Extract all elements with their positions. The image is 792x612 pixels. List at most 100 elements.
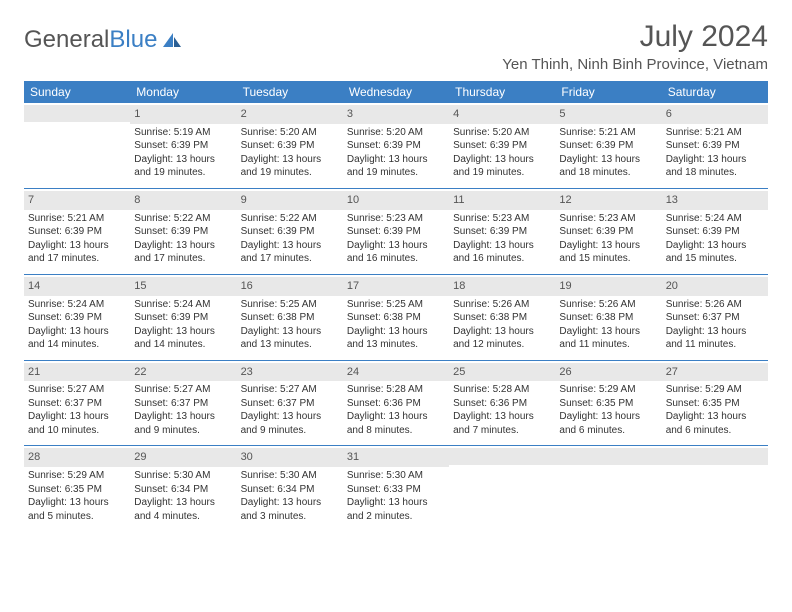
sunset-text: Sunset: 6:38 PM	[347, 311, 445, 325]
daylight-text: Daylight: 13 hours and 10 minutes.	[28, 410, 126, 437]
sunset-text: Sunset: 6:39 PM	[559, 139, 657, 153]
calendar-day-cell: 13 Sunrise: 5:24 AMSunset: 6:39 PMDayligh…	[662, 188, 768, 274]
day-info: Sunrise: 5:27 AMSunset: 6:37 PMDaylight:…	[28, 383, 126, 437]
calendar-week-row: 1Sunrise: 5:19 AMSunset: 6:39 PMDaylight…	[24, 103, 768, 188]
day-number	[662, 448, 768, 465]
daylight-text: Daylight: 13 hours and 2 minutes.	[347, 496, 445, 523]
daylight-text: Daylight: 13 hours and 17 minutes.	[28, 239, 126, 266]
day-info: Sunrise: 5:30 AMSunset: 6:33 PMDaylight:…	[347, 469, 445, 523]
sunset-text: Sunset: 6:39 PM	[559, 225, 657, 239]
day-number: 5	[555, 105, 661, 124]
day-number: 15	[130, 277, 236, 296]
calendar-day-cell: 20Sunrise: 5:26 AMSunset: 6:37 PMDayligh…	[662, 274, 768, 360]
sunset-text: Sunset: 6:39 PM	[666, 225, 764, 239]
calendar-day-cell: 10Sunrise: 5:23 AMSunset: 6:39 PMDayligh…	[343, 188, 449, 274]
day-info: Sunrise: 5:23 AMSunset: 6:39 PMDaylight:…	[347, 212, 445, 266]
calendar-day-cell: 29Sunrise: 5:30 AMSunset: 6:34 PMDayligh…	[130, 446, 236, 531]
title-block: July 2024 Yen Thinh, Ninh Binh Province,…	[502, 20, 768, 73]
daylight-text: Daylight: 13 hours and 14 minutes.	[134, 325, 232, 352]
sunset-text: Sunset: 6:39 PM	[453, 139, 551, 153]
daylight-text: Daylight: 13 hours and 7 minutes.	[453, 410, 551, 437]
day-number: 24	[343, 363, 449, 382]
sunrise-text: Sunrise: 5:24 AM	[134, 298, 232, 312]
day-info: Sunrise: 5:26 AMSunset: 6:38 PMDaylight:…	[453, 298, 551, 352]
day-number: 27	[662, 363, 768, 382]
location-text: Yen Thinh, Ninh Binh Province, Vietnam	[502, 56, 768, 73]
calendar-body: 1Sunrise: 5:19 AMSunset: 6:39 PMDaylight…	[24, 103, 768, 531]
daylight-text: Daylight: 13 hours and 6 minutes.	[666, 410, 764, 437]
day-info: Sunrise: 5:29 AMSunset: 6:35 PMDaylight:…	[666, 383, 764, 437]
day-info: Sunrise: 5:24 AMSunset: 6:39 PMDaylight:…	[666, 212, 764, 266]
sunset-text: Sunset: 6:34 PM	[241, 483, 339, 497]
sunrise-text: Sunrise: 5:20 AM	[347, 126, 445, 140]
sunrise-text: Sunrise: 5:25 AM	[347, 298, 445, 312]
sunset-text: Sunset: 6:36 PM	[347, 397, 445, 411]
calendar-day-cell: 30Sunrise: 5:30 AMSunset: 6:34 PMDayligh…	[237, 446, 343, 531]
day-info: Sunrise: 5:29 AMSunset: 6:35 PMDaylight:…	[28, 469, 126, 523]
calendar-day-cell: 8Sunrise: 5:22 AMSunset: 6:39 PMDaylight…	[130, 188, 236, 274]
day-header: Thursday	[449, 81, 555, 103]
day-info: Sunrise: 5:22 AMSunset: 6:39 PMDaylight:…	[241, 212, 339, 266]
calendar-day-cell: 21Sunrise: 5:27 AMSunset: 6:37 PMDayligh…	[24, 360, 130, 446]
day-info: Sunrise: 5:20 AMSunset: 6:39 PMDaylight:…	[453, 126, 551, 180]
sunset-text: Sunset: 6:39 PM	[134, 225, 232, 239]
sunset-text: Sunset: 6:35 PM	[559, 397, 657, 411]
day-number: 28	[24, 448, 130, 467]
day-number	[24, 105, 130, 122]
daylight-text: Daylight: 13 hours and 3 minutes.	[241, 496, 339, 523]
daylight-text: Daylight: 13 hours and 14 minutes.	[28, 325, 126, 352]
day-number: 21	[24, 363, 130, 382]
day-info: Sunrise: 5:23 AMSunset: 6:39 PMDaylight:…	[559, 212, 657, 266]
daylight-text: Daylight: 13 hours and 13 minutes.	[241, 325, 339, 352]
daylight-text: Daylight: 13 hours and 19 minutes.	[134, 153, 232, 180]
sunrise-text: Sunrise: 5:27 AM	[28, 383, 126, 397]
day-number: 23	[237, 363, 343, 382]
logo: GeneralBlue	[24, 26, 183, 54]
calendar-day-cell: 16Sunrise: 5:25 AMSunset: 6:38 PMDayligh…	[237, 274, 343, 360]
day-number: 7	[24, 191, 130, 210]
sunrise-text: Sunrise: 5:20 AM	[453, 126, 551, 140]
month-title: July 2024	[502, 20, 768, 54]
calendar-day-cell: 28 Sunrise: 5:29 AMSunset: 6:35 PMDayligh…	[24, 446, 130, 531]
sunrise-text: Sunrise: 5:29 AM	[666, 383, 764, 397]
daylight-text: Daylight: 13 hours and 11 minutes.	[666, 325, 764, 352]
sunset-text: Sunset: 6:38 PM	[453, 311, 551, 325]
sunrise-text: Sunrise: 5:29 AM	[28, 469, 126, 483]
logo-text-blue: Blue	[109, 26, 157, 54]
calendar-day-cell: 3Sunrise: 5:20 AMSunset: 6:39 PMDaylight…	[343, 103, 449, 188]
day-number	[555, 448, 661, 465]
day-number: 9	[237, 191, 343, 210]
day-number: 1	[130, 105, 236, 124]
day-header: Tuesday	[237, 81, 343, 103]
calendar-day-cell: 4Sunrise: 5:20 AMSunset: 6:39 PMDaylight…	[449, 103, 555, 188]
sunset-text: Sunset: 6:39 PM	[134, 311, 232, 325]
calendar-day-cell	[555, 446, 661, 531]
calendar-day-cell: 12Sunrise: 5:23 AMSunset: 6:39 PMDayligh…	[555, 188, 661, 274]
day-header: Saturday	[662, 81, 768, 103]
day-number: 13	[662, 191, 768, 210]
sunrise-text: Sunrise: 5:21 AM	[666, 126, 764, 140]
sunset-text: Sunset: 6:39 PM	[347, 225, 445, 239]
day-number: 31	[343, 448, 449, 467]
sunrise-text: Sunrise: 5:23 AM	[559, 212, 657, 226]
sunset-text: Sunset: 6:39 PM	[134, 139, 232, 153]
sunset-text: Sunset: 6:39 PM	[666, 139, 764, 153]
day-number: 26	[555, 363, 661, 382]
calendar-day-cell: 31 Sunrise: 5:30 AMSunset: 6:33 PMDayligh…	[343, 446, 449, 531]
day-number: 30	[237, 448, 343, 467]
calendar-day-cell: 22Sunrise: 5:27 AMSunset: 6:37 PMDayligh…	[130, 360, 236, 446]
daylight-text: Daylight: 13 hours and 17 minutes.	[241, 239, 339, 266]
daylight-text: Daylight: 13 hours and 16 minutes.	[347, 239, 445, 266]
sunrise-text: Sunrise: 5:26 AM	[453, 298, 551, 312]
sunrise-text: Sunrise: 5:22 AM	[241, 212, 339, 226]
calendar-day-cell: 11Sunrise: 5:23 AMSunset: 6:39 PMDayligh…	[449, 188, 555, 274]
day-info: Sunrise: 5:26 AMSunset: 6:37 PMDaylight:…	[666, 298, 764, 352]
sunset-text: Sunset: 6:39 PM	[453, 225, 551, 239]
day-info: Sunrise: 5:23 AMSunset: 6:39 PMDaylight:…	[453, 212, 551, 266]
daylight-text: Daylight: 13 hours and 5 minutes.	[28, 496, 126, 523]
calendar-day-cell: 15 Sunrise: 5:24 AMSunset: 6:39 PMDayligh…	[130, 274, 236, 360]
calendar-week-row: 21Sunrise: 5:27 AMSunset: 6:37 PMDayligh…	[24, 360, 768, 446]
calendar-day-cell: 26Sunrise: 5:29 AMSunset: 6:35 PMDayligh…	[555, 360, 661, 446]
sunrise-text: Sunrise: 5:21 AM	[559, 126, 657, 140]
logo-text-general: General	[24, 26, 109, 54]
